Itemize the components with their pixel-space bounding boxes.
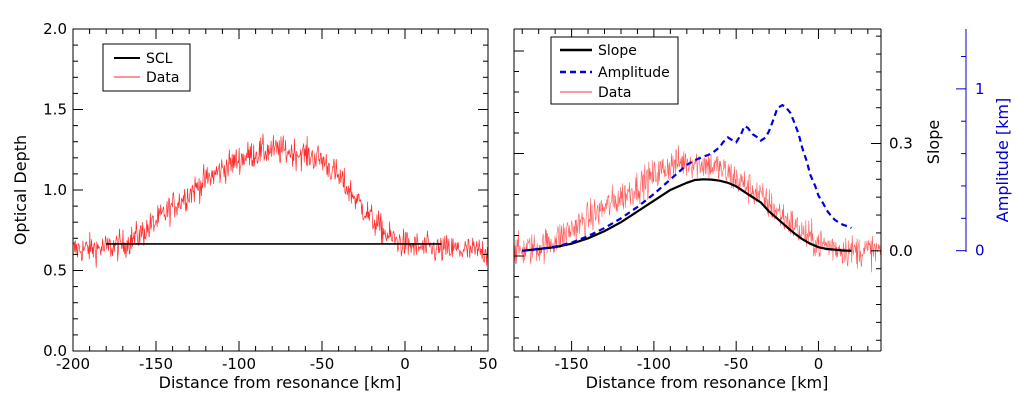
right-legend: Slope Amplitude Data (550, 36, 679, 105)
right-slope-tick-label: 0.3 (889, 134, 913, 152)
left-legend-box (102, 43, 191, 92)
right-tick-labels: -150 -100 -50 0 0.0 0.3 0 1 (555, 80, 985, 373)
right-amplitude-axis-label: Amplitude [km] (993, 98, 1012, 222)
right-slope-axis-label: Slope (924, 120, 943, 164)
left-y-axis-label: Optical Depth (11, 135, 30, 245)
left-legend: SCL Data (102, 43, 191, 92)
left-tick-labels: -200 -150 -100 -50 0 50 0.0 0.5 1.0 1.5 2.0 (43, 20, 497, 373)
right-legend-box (550, 36, 679, 105)
left-x-tick-label: -50 (310, 355, 335, 373)
left-legend-label-data: Data (146, 70, 179, 86)
right-x-tick-label: 0 (814, 355, 824, 373)
left-y-tick-label: 1.5 (43, 101, 67, 119)
left-data-line (73, 133, 488, 268)
right-x-tick-label: -50 (724, 355, 749, 373)
left-y-tick-label: 1.0 (43, 181, 67, 199)
left-x-tick-label: -150 (139, 355, 173, 373)
right-data-series (514, 145, 881, 273)
left-tick-marks (72, 28, 489, 352)
right-slope-tick-label: 0.0 (889, 242, 913, 260)
left-y-tick-label: 0.5 (43, 262, 67, 280)
right-amplitude-tick-label: 0 (975, 242, 985, 260)
right-chart-panel: -150 -100 -50 0 0.0 0.3 0 1 Distance from reson… (513, 28, 1012, 392)
left-x-tick-label: -100 (222, 355, 256, 373)
right-x-tick-label: -100 (637, 355, 671, 373)
left-data-series (73, 133, 488, 268)
left-y-tick-label: 2.0 (43, 20, 67, 38)
right-slope-series (522, 178, 852, 252)
right-x-axis-label: Distance from resonance [km] (586, 373, 829, 392)
right-legend-label-data: Data (598, 85, 631, 101)
right-data-line (514, 145, 881, 273)
left-x-axis-label: Distance from resonance [km] (159, 373, 402, 392)
left-x-tick-label: -200 (56, 355, 90, 373)
right-x-tick-label: -150 (555, 355, 589, 373)
right-amplitude-tick-label: 1 (975, 80, 985, 98)
right-slope-line (522, 178, 852, 252)
right-legend-label-amplitude: Amplitude (598, 65, 670, 81)
left-x-tick-label: 0 (400, 355, 410, 373)
right-tick-marks (514, 29, 966, 351)
left-chart-panel: -200 -150 -100 -50 0 50 0.0 0.5 1.0 1.5 2.0 Distan… (11, 20, 498, 392)
left-legend-label-scl: SCL (146, 51, 173, 67)
left-x-tick-label: 50 (478, 355, 497, 373)
right-legend-label-slope: Slope (598, 43, 637, 59)
left-y-tick-label: 0.0 (43, 342, 67, 360)
